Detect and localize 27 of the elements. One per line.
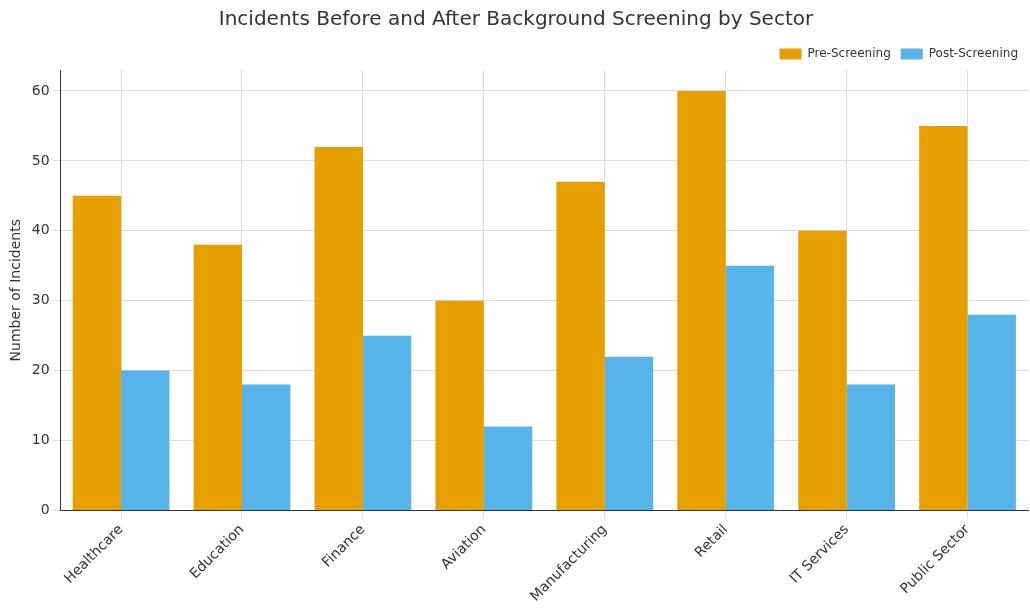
- y-tick-label: 30: [31, 291, 50, 308]
- bar: [919, 125, 968, 510]
- legend-label: Post-Screening: [928, 46, 1018, 61]
- bar: [604, 356, 654, 510]
- bar: [72, 195, 122, 510]
- bar: [798, 230, 847, 510]
- y-axis-title: Number of Incidents: [7, 219, 24, 362]
- legend-label: Pre-Screening: [807, 46, 891, 61]
- y-tick-label: 50: [31, 151, 50, 168]
- bar: [556, 181, 605, 510]
- bar: [314, 146, 363, 510]
- bar: [677, 90, 726, 510]
- y-tick-label: 10: [31, 431, 50, 448]
- y-tick-label: 20: [31, 361, 50, 378]
- bar: [242, 384, 291, 510]
- bar: [725, 265, 775, 510]
- y-tick-label: 0: [40, 501, 50, 518]
- bar: [193, 244, 242, 510]
- chart-title: Incidents Before and After Background Screening by Sector: [218, 6, 814, 31]
- bar: [483, 426, 533, 510]
- bar: [362, 335, 412, 510]
- bar: [967, 314, 1016, 510]
- y-tick-label: 60: [31, 81, 50, 98]
- y-tick-label: 40: [31, 221, 50, 238]
- bar: [846, 384, 895, 510]
- bar: [435, 300, 484, 510]
- bar: [121, 370, 170, 510]
